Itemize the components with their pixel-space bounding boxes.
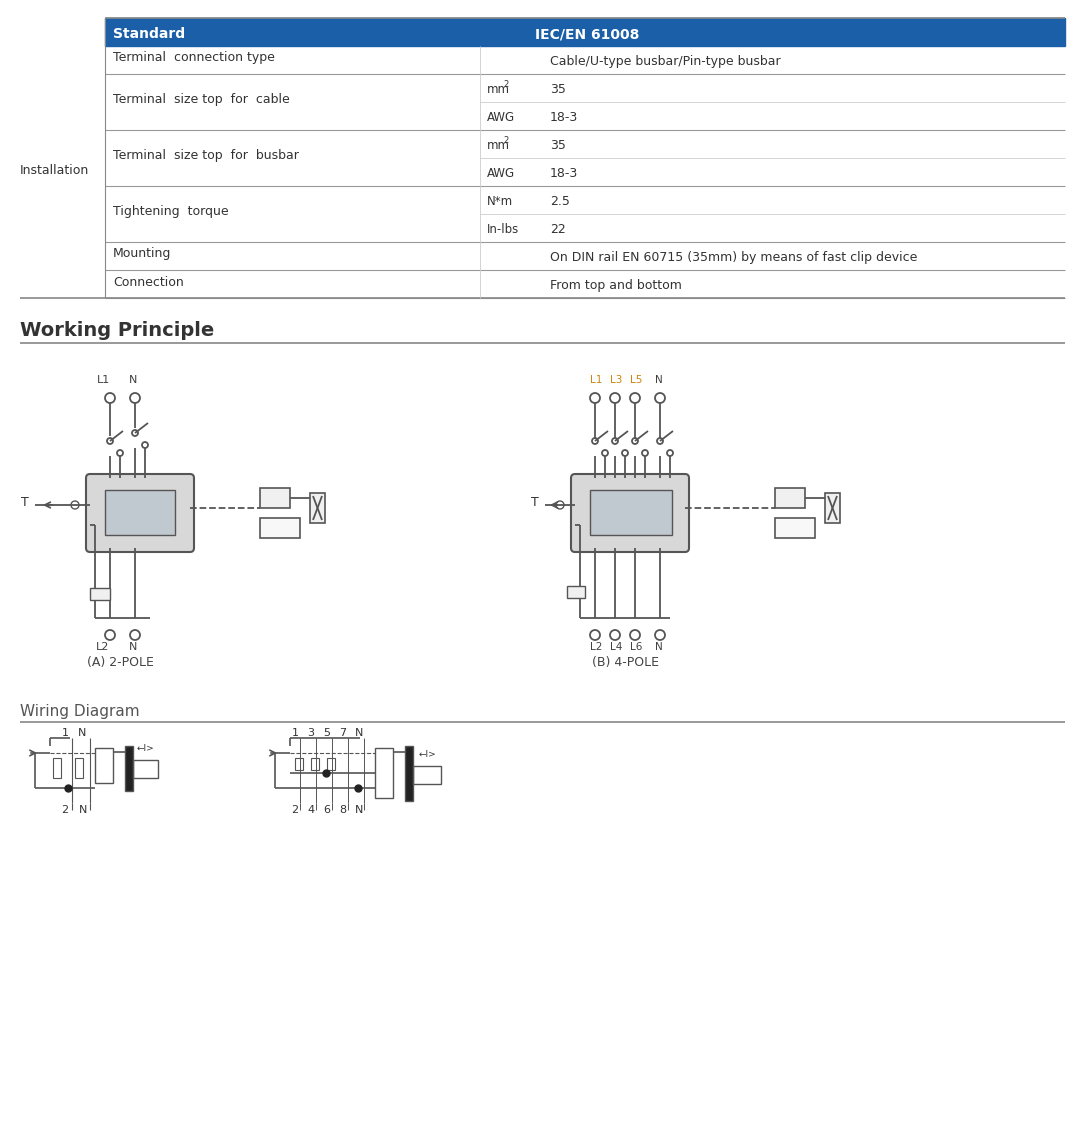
Bar <box>295 758 304 770</box>
Text: L1: L1 <box>96 375 109 385</box>
Bar <box>413 766 441 784</box>
Text: L4: L4 <box>610 642 622 652</box>
Text: 7: 7 <box>339 728 347 738</box>
Text: N: N <box>129 375 138 385</box>
Bar <box>105 490 175 535</box>
Text: L3: L3 <box>610 375 622 385</box>
Bar <box>590 490 672 535</box>
Bar <box>260 518 300 538</box>
Text: 5: 5 <box>323 728 331 738</box>
Text: 2: 2 <box>503 136 508 145</box>
Text: 18-3: 18-3 <box>550 168 578 180</box>
Text: N: N <box>354 805 363 815</box>
Bar <box>125 746 133 791</box>
Text: N: N <box>354 728 363 738</box>
Text: (A) 2-POLE: (A) 2-POLE <box>87 657 154 669</box>
Text: T: T <box>21 497 29 509</box>
Text: N: N <box>129 642 138 652</box>
Text: ←I>: ←I> <box>270 525 289 535</box>
Text: ←I>: ←I> <box>786 525 804 535</box>
Text: Working Principle: Working Principle <box>20 321 215 340</box>
Bar <box>105 18 1064 46</box>
Text: ←I>: ←I> <box>418 751 436 758</box>
Bar <box>133 760 158 778</box>
Text: mm: mm <box>487 139 509 152</box>
Text: 22: 22 <box>550 223 566 235</box>
Text: ←I>: ←I> <box>137 744 154 753</box>
Bar <box>260 488 291 508</box>
Text: 2: 2 <box>292 805 298 815</box>
Text: IEC/EN 61008: IEC/EN 61008 <box>535 27 640 41</box>
Bar <box>775 488 805 508</box>
FancyBboxPatch shape <box>86 474 194 552</box>
Text: AWG: AWG <box>487 168 515 180</box>
Text: 6: 6 <box>323 805 331 815</box>
Text: AWG: AWG <box>487 111 515 125</box>
Text: 35: 35 <box>550 139 566 152</box>
Text: Cable/U-type busbar/Pin-type busbar: Cable/U-type busbar/Pin-type busbar <box>550 55 780 68</box>
Text: L2: L2 <box>96 642 109 652</box>
Bar <box>775 518 815 538</box>
Bar <box>375 748 393 798</box>
Text: 1: 1 <box>292 728 298 738</box>
Text: N: N <box>79 805 87 815</box>
Text: 2: 2 <box>503 80 508 89</box>
Bar <box>311 758 319 770</box>
Text: N: N <box>655 642 662 652</box>
Text: N: N <box>78 728 87 738</box>
Bar <box>310 494 325 523</box>
Text: 4: 4 <box>308 805 314 815</box>
FancyBboxPatch shape <box>571 474 689 552</box>
Text: In-lbs: In-lbs <box>487 223 519 235</box>
Text: L5: L5 <box>630 375 643 385</box>
Text: Terminal  size top  for  busbar: Terminal size top for busbar <box>113 149 299 163</box>
Bar <box>825 494 840 523</box>
Bar <box>90 588 109 600</box>
Text: Terminal  size top  for  cable: Terminal size top for cable <box>113 94 289 106</box>
Text: On DIN rail EN 60715 (35mm) by means of fast clip device: On DIN rail EN 60715 (35mm) by means of … <box>550 251 917 264</box>
Text: mm: mm <box>487 83 509 96</box>
Text: Standard: Standard <box>113 27 185 41</box>
Text: 1: 1 <box>62 728 68 738</box>
Bar <box>405 746 413 801</box>
Text: T: T <box>531 497 539 509</box>
Text: N: N <box>655 375 662 385</box>
Text: L2: L2 <box>590 642 603 652</box>
Bar <box>567 586 585 598</box>
Text: (B) 4-POLE: (B) 4-POLE <box>592 657 658 669</box>
Text: 3: 3 <box>308 728 314 738</box>
Text: Mounting: Mounting <box>113 248 171 260</box>
Text: 2.5: 2.5 <box>550 195 570 208</box>
Bar <box>53 758 61 778</box>
Text: Wiring Diagram: Wiring Diagram <box>20 704 140 719</box>
Text: 35: 35 <box>550 83 566 96</box>
Text: Terminal  connection type: Terminal connection type <box>113 51 275 65</box>
Text: Installation: Installation <box>20 163 89 177</box>
Bar <box>327 758 335 770</box>
Text: 18-3: 18-3 <box>550 111 578 125</box>
Text: 8: 8 <box>339 805 347 815</box>
Bar <box>95 748 113 783</box>
Text: Tightening  torque: Tightening torque <box>113 206 229 218</box>
Text: N*m: N*m <box>487 195 513 208</box>
Text: Connection: Connection <box>113 275 184 289</box>
Text: 2: 2 <box>62 805 68 815</box>
Text: L1: L1 <box>590 375 603 385</box>
Text: From top and bottom: From top and bottom <box>550 278 682 292</box>
Text: L6: L6 <box>630 642 643 652</box>
Bar <box>75 758 83 778</box>
